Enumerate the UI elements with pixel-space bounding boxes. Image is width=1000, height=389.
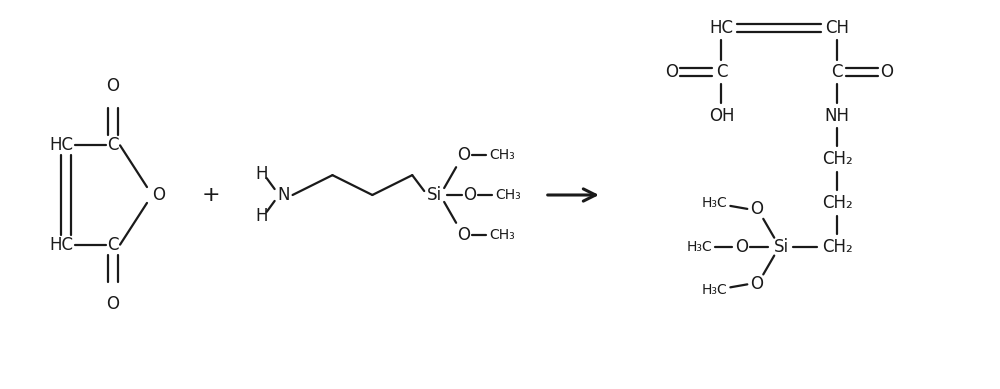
Text: OH: OH [709, 107, 734, 124]
Text: O: O [107, 77, 120, 95]
Text: C: C [107, 137, 119, 154]
Text: CH₃: CH₃ [495, 188, 521, 202]
Text: HC: HC [709, 19, 733, 37]
Text: N: N [277, 186, 290, 204]
Text: H: H [255, 165, 268, 183]
Text: H₃C: H₃C [702, 196, 727, 210]
Text: O: O [750, 275, 763, 293]
Text: O: O [665, 63, 678, 81]
Text: O: O [458, 226, 471, 244]
Text: O: O [880, 63, 893, 81]
Text: O: O [458, 146, 471, 164]
Text: O: O [750, 200, 763, 218]
Text: CH₂: CH₂ [822, 194, 852, 212]
Text: H: H [255, 207, 268, 225]
Text: +: + [201, 185, 220, 205]
Text: C: C [716, 63, 727, 81]
Text: Si: Si [774, 238, 789, 256]
Text: O: O [107, 295, 120, 313]
Text: NH: NH [825, 107, 850, 124]
Text: CH₃: CH₃ [489, 228, 515, 242]
Text: O: O [735, 238, 748, 256]
Text: HC: HC [49, 137, 73, 154]
Text: Si: Si [427, 186, 442, 204]
Text: HC: HC [49, 236, 73, 254]
Text: C: C [831, 63, 843, 81]
Text: CH₂: CH₂ [822, 150, 852, 168]
Text: O: O [464, 186, 477, 204]
Text: C: C [107, 236, 119, 254]
Text: CH₃: CH₃ [489, 148, 515, 162]
Text: CH₂: CH₂ [822, 238, 852, 256]
Text: CH: CH [825, 19, 849, 37]
Text: H₃C: H₃C [702, 283, 727, 297]
Text: O: O [152, 186, 165, 204]
Text: H₃C: H₃C [687, 240, 712, 254]
